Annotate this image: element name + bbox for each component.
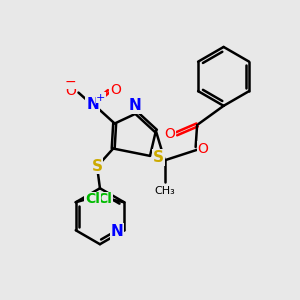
Text: +: + [96, 93, 106, 103]
Text: N: N [129, 98, 142, 113]
Text: −: − [65, 75, 76, 89]
Text: O: O [65, 84, 76, 98]
Text: S: S [153, 150, 164, 165]
Text: N: N [86, 97, 99, 112]
Text: Cl: Cl [98, 192, 112, 206]
Text: O: O [198, 142, 208, 155]
Text: Cl: Cl [85, 192, 100, 206]
Text: O: O [165, 127, 176, 141]
Text: CH₃: CH₃ [154, 186, 175, 196]
Text: O: O [110, 82, 121, 97]
Text: N: N [110, 224, 123, 239]
Text: S: S [92, 159, 103, 174]
